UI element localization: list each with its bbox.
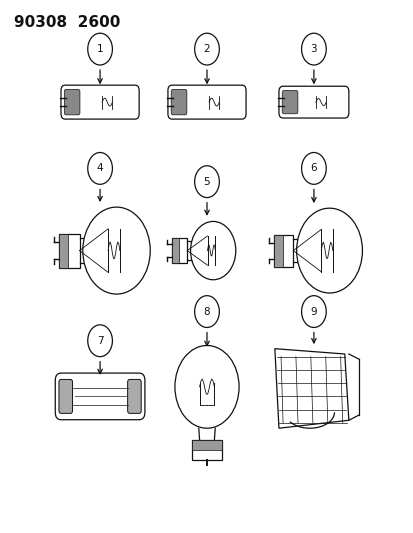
- Text: 90308  2600: 90308 2600: [14, 14, 120, 30]
- Text: 2: 2: [203, 44, 210, 54]
- Bar: [192, 440, 221, 450]
- Text: 9: 9: [310, 306, 316, 317]
- Text: 3: 3: [310, 44, 316, 54]
- Bar: [171, 238, 178, 263]
- FancyBboxPatch shape: [171, 90, 186, 115]
- Text: 6: 6: [310, 164, 316, 173]
- Text: 8: 8: [203, 306, 210, 317]
- Bar: [192, 440, 221, 460]
- Bar: [273, 235, 293, 266]
- FancyBboxPatch shape: [282, 91, 297, 114]
- Bar: [59, 233, 79, 268]
- FancyBboxPatch shape: [64, 90, 80, 115]
- Text: 5: 5: [203, 176, 210, 187]
- FancyBboxPatch shape: [127, 379, 141, 414]
- Bar: [59, 233, 68, 268]
- Polygon shape: [274, 349, 348, 428]
- FancyBboxPatch shape: [59, 379, 72, 414]
- Bar: [171, 238, 187, 263]
- Text: 4: 4: [97, 164, 103, 173]
- Bar: [273, 235, 282, 266]
- Text: 1: 1: [97, 44, 103, 54]
- Text: 7: 7: [97, 336, 103, 346]
